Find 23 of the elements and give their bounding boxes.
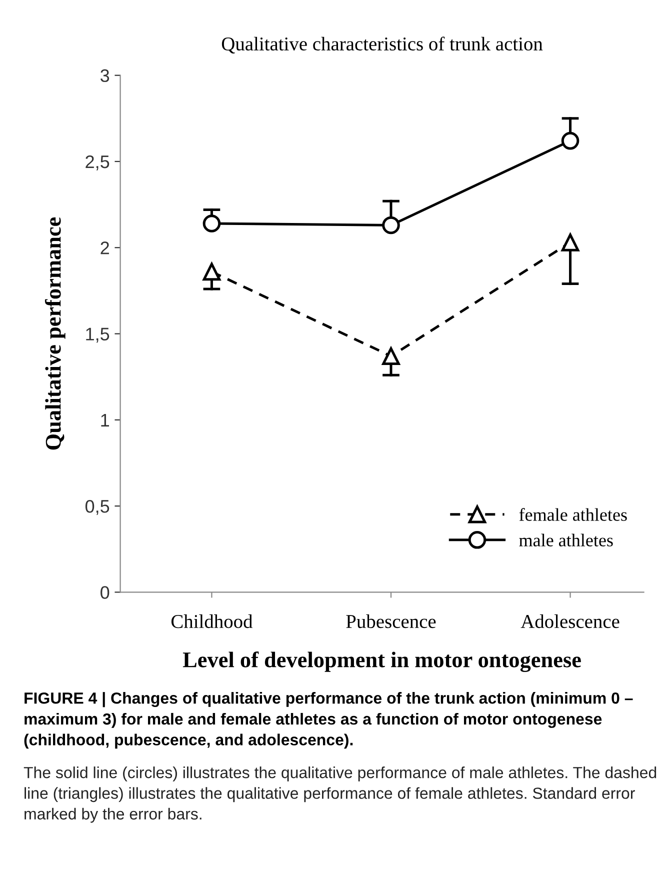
x-tick-label: Pubescence bbox=[346, 614, 436, 628]
point bbox=[202, 262, 221, 281]
text: The solid line (circles) illustrates the qualitative performance of male athletes. The dashed line (triangles) illustrates the qualitative performance of female athletes. Standard error marked by the error bars. bbox=[24, 766, 656, 823]
point bbox=[382, 216, 400, 234]
y-tick-label: 2 bbox=[100, 242, 109, 254]
y-tick-label: 0,5 bbox=[85, 500, 110, 515]
point bbox=[561, 234, 580, 252]
chart-title: Qualitative characteristics of trunk action bbox=[222, 36, 543, 54]
x-axis-title: Level of development in motor ontogenese bbox=[182, 651, 581, 672]
y-tick-label: 0 bbox=[100, 586, 110, 599]
y-tick-label: 3 bbox=[100, 69, 110, 82]
legend-label: female athletes bbox=[519, 508, 627, 521]
x-tick-label: Adolescence bbox=[520, 614, 620, 628]
y-tick-label: 1,5 bbox=[86, 328, 110, 343]
point bbox=[382, 347, 400, 366]
x-tick-label: Childhood bbox=[171, 614, 253, 628]
caption: FIGURE 4 | Changes of qualitative performance of the trunk action (minimum 0 – maximum 3) for male and female athletes as a function of motor ontogenese (childhood, pubescence, and adolescence). bbox=[24, 692, 633, 749]
legend-label: male athletes bbox=[519, 534, 613, 546]
y-axis-title: Qualitative performance bbox=[44, 217, 66, 450]
y-tick-label: 1 bbox=[101, 414, 109, 426]
y-tick-label: 2,5 bbox=[86, 155, 110, 170]
point bbox=[561, 132, 580, 150]
point bbox=[202, 214, 221, 232]
